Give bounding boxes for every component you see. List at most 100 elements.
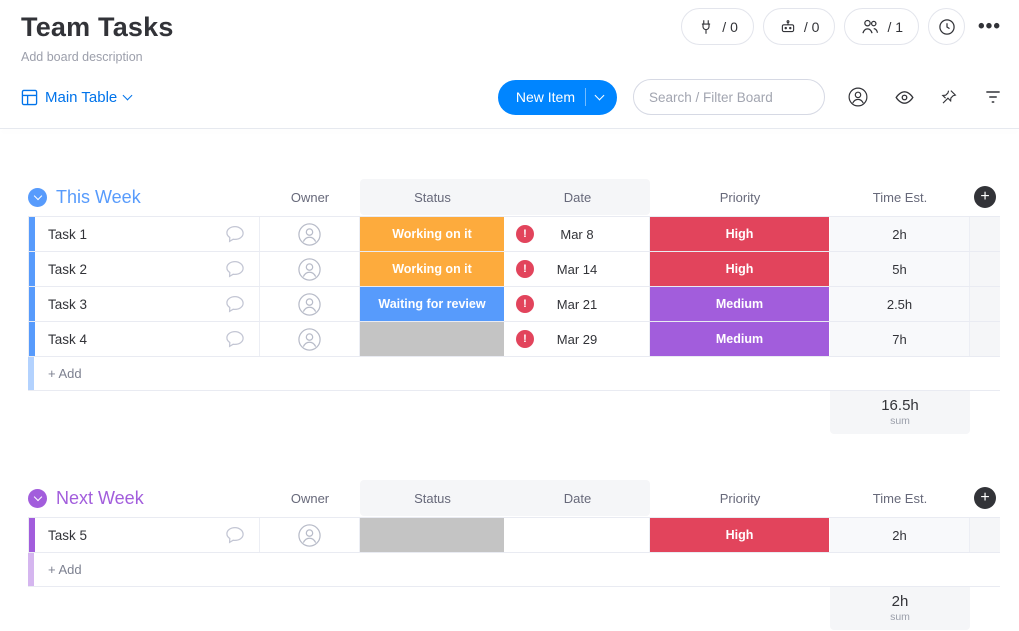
automations-button[interactable]: / 0 xyxy=(762,8,836,45)
column-header-time[interactable]: Time Est. xyxy=(872,189,928,205)
group-color-bar xyxy=(29,518,35,552)
invite-count: / 1 xyxy=(887,18,904,35)
search-input[interactable] xyxy=(633,79,825,115)
sum-value: 2h xyxy=(891,593,909,610)
new-item-button[interactable]: New Item xyxy=(497,79,617,115)
sum-label: sum xyxy=(890,611,910,623)
date-alert-icon: ! xyxy=(516,330,534,348)
time-estimate-cell[interactable]: 2.5h xyxy=(830,287,970,321)
task-name[interactable]: Task 3 xyxy=(48,296,88,312)
person-filter-icon[interactable] xyxy=(847,86,869,108)
sum-spacer xyxy=(28,587,830,630)
group-header: This Week Owner Status Date Priority Tim… xyxy=(28,177,1000,217)
add-item-button[interactable]: + Add xyxy=(48,366,82,381)
column-header-status[interactable]: Status xyxy=(360,179,505,215)
table-row: Task 4 ! Mar 29 Medium 7h xyxy=(28,321,1000,357)
column-header-status[interactable]: Status xyxy=(360,480,505,516)
chat-bubble-icon[interactable] xyxy=(225,330,245,348)
group-color-bar xyxy=(29,252,35,286)
toolbar-icons xyxy=(847,86,1003,108)
date-cell[interactable]: ! Mar 8 xyxy=(505,217,650,251)
pin-icon[interactable] xyxy=(940,88,958,106)
add-column-wrap: + xyxy=(970,480,1000,516)
date-alert-icon: ! xyxy=(516,295,534,313)
column-header-time[interactable]: Time Est. xyxy=(872,490,928,506)
group-next-week: Next Week Owner Status Date Priority Tim… xyxy=(28,478,1019,630)
time-sum-box[interactable]: 2h sum xyxy=(830,587,970,630)
chat-bubble-icon[interactable] xyxy=(225,526,245,544)
add-column-button[interactable]: + xyxy=(974,487,996,509)
time-estimate-cell[interactable]: 7h xyxy=(830,322,970,356)
group-color-bar xyxy=(29,322,35,356)
time-estimate-cell[interactable]: 2h xyxy=(830,518,970,552)
status-label: Working on it xyxy=(392,227,472,241)
view-switcher[interactable]: Main Table xyxy=(21,89,133,106)
owner-cell[interactable] xyxy=(260,252,360,286)
add-item-button[interactable]: + Add xyxy=(48,562,82,577)
date-cell[interactable]: ! Mar 14 xyxy=(505,252,650,286)
owner-cell[interactable] xyxy=(260,217,360,251)
task-name[interactable]: Task 1 xyxy=(48,226,88,242)
owner-cell[interactable] xyxy=(260,518,360,552)
group-color-bar xyxy=(28,553,34,586)
more-options-icon[interactable]: ••• xyxy=(978,15,1001,37)
group-this-week: This Week Owner Status Date Priority Tim… xyxy=(28,177,1019,434)
eye-icon[interactable] xyxy=(894,87,915,108)
sum-row: 2h sum xyxy=(28,587,1000,630)
group-name[interactable]: Next Week xyxy=(56,487,144,508)
task-name[interactable]: Task 4 xyxy=(48,331,88,347)
filter-icon[interactable] xyxy=(983,87,1003,107)
integration-plug-icon xyxy=(697,18,715,36)
status-cell[interactable]: Waiting for review xyxy=(360,287,505,321)
table-row: Task 5 High 2h xyxy=(28,517,1000,553)
add-column-button[interactable]: + xyxy=(974,186,996,208)
priority-cell[interactable]: High xyxy=(650,518,830,552)
sum-spacer xyxy=(28,391,830,434)
integrations-count: / 0 xyxy=(722,18,738,35)
status-cell[interactable] xyxy=(360,518,505,552)
time-estimate-cell[interactable]: 5h xyxy=(830,252,970,286)
priority-cell[interactable]: High xyxy=(650,217,830,251)
chat-bubble-icon[interactable] xyxy=(225,260,245,278)
column-header-priority[interactable]: Priority xyxy=(719,490,761,506)
column-header-owner[interactable]: Owner xyxy=(290,189,330,205)
chevron-down-icon xyxy=(594,90,605,101)
date-cell[interactable]: ! Mar 21 xyxy=(505,287,650,321)
board-header: Team Tasks Add board description / 0 / 0… xyxy=(0,0,1019,64)
board-description[interactable]: Add board description xyxy=(21,50,143,64)
date-cell[interactable] xyxy=(505,518,650,552)
extra-cell xyxy=(970,322,1000,356)
column-header-priority[interactable]: Priority xyxy=(719,189,761,205)
priority-cell[interactable]: High xyxy=(650,252,830,286)
chat-bubble-icon[interactable] xyxy=(225,225,245,243)
sum-label: sum xyxy=(890,415,910,427)
owner-cell[interactable] xyxy=(260,287,360,321)
column-header-owner[interactable]: Owner xyxy=(290,490,330,506)
date-cell[interactable]: ! Mar 29 xyxy=(505,322,650,356)
collapse-group-icon[interactable] xyxy=(28,488,47,508)
integrations-button[interactable]: / 0 xyxy=(681,8,754,45)
status-cell[interactable]: Working on it xyxy=(360,217,505,251)
extra-cell xyxy=(970,252,1000,286)
column-header-date[interactable]: Date xyxy=(505,179,650,215)
time-sum-box[interactable]: 16.5h sum xyxy=(830,391,970,434)
automation-robot-icon xyxy=(779,18,797,36)
task-name[interactable]: Task 5 xyxy=(48,527,88,543)
status-cell[interactable] xyxy=(360,322,505,356)
status-cell[interactable]: Working on it xyxy=(360,252,505,286)
chat-bubble-icon[interactable] xyxy=(225,295,245,313)
task-name[interactable]: Task 2 xyxy=(48,261,88,277)
owner-cell[interactable] xyxy=(260,322,360,356)
column-header-date[interactable]: Date xyxy=(505,480,650,516)
status-label: Working on it xyxy=(392,262,472,276)
time-estimate-cell[interactable]: 2h xyxy=(830,217,970,251)
invite-button[interactable]: / 1 xyxy=(844,8,920,45)
add-column-wrap: + xyxy=(970,179,1000,215)
collapse-group-icon[interactable] xyxy=(28,187,47,207)
priority-cell[interactable]: Medium xyxy=(650,322,830,356)
priority-cell[interactable]: Medium xyxy=(650,287,830,321)
activity-log-button[interactable] xyxy=(928,8,966,45)
group-name[interactable]: This Week xyxy=(56,186,141,207)
board-title[interactable]: Team Tasks xyxy=(21,12,174,42)
date-label: Mar 14 xyxy=(556,261,598,277)
